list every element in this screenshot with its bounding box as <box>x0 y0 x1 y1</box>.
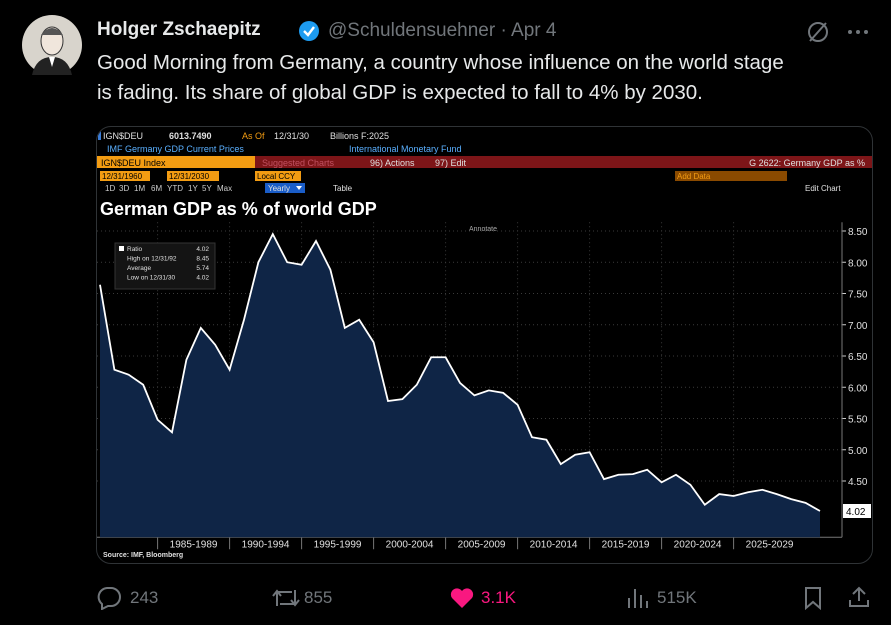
suggested-charts[interactable]: Suggested Charts <box>262 158 335 168</box>
x-band-label: 2025-2029 <box>746 539 794 550</box>
like-icon[interactable] <box>449 586 475 610</box>
reply-icon[interactable] <box>96 586 122 610</box>
ccy-box[interactable] <box>255 171 301 181</box>
date-box[interactable] <box>167 171 219 181</box>
period-button[interactable]: 1D <box>105 184 115 193</box>
chart: IGN$DEU 6013.7490 As Of 12/31/30 Billion… <box>97 127 872 563</box>
end-date[interactable]: 12/31/2030 <box>169 172 210 181</box>
y-tick-label: 8.50 <box>848 227 868 238</box>
author-name[interactable]: Holger Zschaepitz <box>97 19 261 40</box>
x-band-label: 2000-2004 <box>386 539 434 550</box>
last-price: 6013.7490 <box>169 131 212 141</box>
period-button[interactable]: 5Y <box>202 184 212 193</box>
y-tick-label: 6.50 <box>848 352 868 363</box>
actions-menu[interactable]: 96) Actions <box>370 158 415 168</box>
area-fill <box>100 234 820 538</box>
edit-menu[interactable]: 97) Edit <box>435 158 467 168</box>
add-data[interactable]: Add Data <box>677 172 711 181</box>
dropdown-arrow <box>296 186 302 190</box>
reply-count[interactable]: 243 <box>130 588 159 607</box>
legend-value: 5.74 <box>196 265 209 272</box>
views-icon[interactable] <box>626 586 650 610</box>
legend-box <box>114 242 216 290</box>
chart-image[interactable]: IGN$DEU 6013.7490 As Of 12/31/30 Billion… <box>96 126 873 564</box>
add-data-box[interactable] <box>675 171 787 181</box>
period-button[interactable]: 6M <box>151 184 162 193</box>
period-button[interactable]: 1M <box>134 184 145 193</box>
y-tick-label: 7.00 <box>848 321 868 332</box>
period-button[interactable]: YTD <box>167 184 183 193</box>
table-button[interactable]: Table <box>333 184 353 193</box>
period-button[interactable]: 3D <box>119 184 129 193</box>
more-icon[interactable] <box>846 26 870 38</box>
menu-bar <box>255 156 872 168</box>
edit-chart[interactable]: Edit Chart <box>805 184 841 193</box>
y-tick-label: 8.00 <box>848 258 868 269</box>
y-tick-label: 5.00 <box>848 446 868 457</box>
share-icon[interactable] <box>847 585 871 609</box>
x-band-label: 2010-2014 <box>530 539 578 550</box>
x-band-label: 2005-2009 <box>458 539 506 550</box>
annotate[interactable]: Annotate <box>469 226 497 233</box>
verified-badge <box>299 21 319 41</box>
like-count[interactable]: 3.1K <box>481 588 516 607</box>
x-band-label: 2020-2024 <box>674 539 722 550</box>
period-button[interactable]: Max <box>217 184 232 193</box>
legend-label: Ratio <box>127 246 143 253</box>
frequency-box[interactable] <box>265 183 305 193</box>
bookmark-icon[interactable] <box>802 586 824 610</box>
x-band-label: 1985-1989 <box>170 539 218 550</box>
chart-id[interactable]: G 2622: Germany GDP as % <box>749 158 865 168</box>
legend-label: High on 12/31/92 <box>127 256 177 263</box>
separator: · <box>500 20 507 41</box>
source: Source: IMF, Bloomberg <box>103 552 183 559</box>
last-value-label: 4.02 <box>846 507 866 518</box>
ticker-mark <box>98 131 101 140</box>
legend-value: 4.02 <box>196 246 209 253</box>
date-box[interactable] <box>100 171 150 181</box>
view-count[interactable]: 515K <box>657 588 697 607</box>
legend-value: 8.45 <box>196 256 209 263</box>
ticker: IGN$DEU <box>103 131 143 141</box>
as-of-date: 12/31/30 <box>274 131 309 141</box>
units: Billions F:2025 <box>330 131 389 141</box>
grok-icon[interactable] <box>806 20 830 44</box>
legend-label: Average <box>127 265 151 272</box>
as-of: As Of <box>242 131 265 141</box>
start-date[interactable]: 12/31/1960 <box>102 172 143 181</box>
source-org: International Monetary Fund <box>349 144 462 154</box>
y-tick-label: 4.50 <box>848 477 868 488</box>
y-tick-label: 7.50 <box>848 290 868 301</box>
repost-count[interactable]: 855 <box>304 588 333 607</box>
y-tick-label: 5.50 <box>848 415 868 426</box>
date[interactable]: Apr 4 <box>511 20 557 41</box>
x-band-label: 2015-2019 <box>602 539 650 550</box>
y-tick-label: 6.00 <box>848 383 868 394</box>
avatar[interactable] <box>22 15 82 75</box>
frequency[interactable]: Yearly <box>268 184 290 193</box>
legend-value: 4.02 <box>196 275 209 282</box>
description: IMF Germany GDP Current Prices <box>107 144 244 154</box>
security-bar <box>97 156 255 168</box>
legend-label: Low on 12/31/30 <box>127 275 175 282</box>
last-value-box <box>843 504 871 518</box>
security[interactable]: IGN$DEU Index <box>101 158 166 168</box>
currency[interactable]: Local CCY <box>257 172 296 181</box>
x-band-label: 1995-1999 <box>314 539 362 550</box>
tweet-text: is fading. Its share of global GDP is ex… <box>97 81 703 104</box>
area-line <box>99 232 821 512</box>
period-button[interactable]: 1Y <box>188 184 198 193</box>
tweet-text: Good Morning from Germany, a country who… <box>97 51 784 74</box>
handle-line: @Schuldensuehner · Apr 4 <box>328 20 556 42</box>
legend-swatch <box>119 246 124 251</box>
handle[interactable]: @Schuldensuehner <box>328 20 496 41</box>
repost-icon[interactable] <box>272 586 300 610</box>
x-band-label: 1990-1994 <box>242 539 290 550</box>
chart-title: German GDP as % of world GDP <box>100 199 377 219</box>
